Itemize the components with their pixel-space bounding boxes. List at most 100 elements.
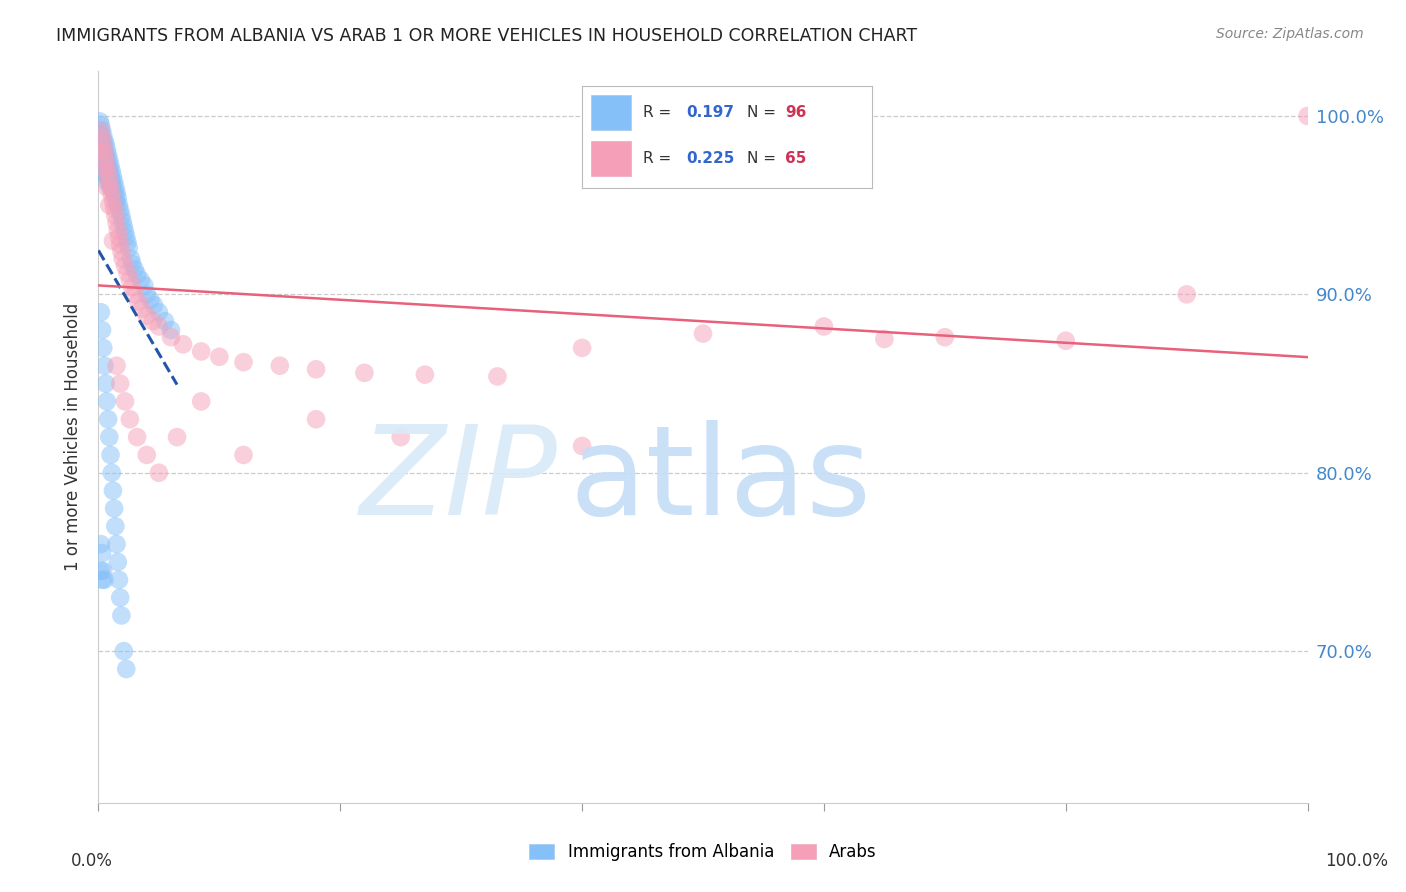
Point [93, 145, 115, 159]
Point [389, 430, 412, 444]
Point [96, 159, 118, 173]
Point [108, 230, 131, 244]
Point [90, 118, 112, 132]
Point [115, 230, 138, 244]
Point [96, 153, 118, 168]
Point [353, 366, 375, 380]
Text: 100.0%: 100.0% [1326, 852, 1388, 870]
Point [91, 130, 114, 145]
Point [94, 137, 117, 152]
Point [104, 180, 127, 194]
Point [104, 209, 127, 223]
Point [111, 252, 134, 266]
Point [100, 187, 122, 202]
Point [91, 564, 114, 578]
Point [117, 235, 139, 250]
Point [118, 241, 141, 255]
Legend: Immigrants from Albania, Arabs: Immigrants from Albania, Arabs [523, 837, 883, 868]
Point [91, 123, 114, 137]
Point [91, 155, 114, 169]
Point [103, 202, 125, 216]
Point [91, 145, 114, 159]
Point [114, 394, 136, 409]
Point [108, 237, 131, 252]
Point [98, 198, 121, 212]
Point [413, 368, 436, 382]
Point [96, 180, 118, 194]
Point [100, 448, 122, 462]
Point [90, 305, 112, 319]
Point [1175, 287, 1198, 301]
Point [107, 191, 129, 205]
Point [93, 573, 115, 587]
Point [110, 244, 132, 259]
Point [486, 369, 509, 384]
Text: atlas: atlas [569, 420, 872, 541]
Point [89, 114, 111, 128]
Point [135, 448, 157, 462]
Point [98, 430, 121, 444]
Point [160, 323, 183, 337]
Point [108, 376, 131, 391]
Point [127, 268, 149, 282]
Point [105, 196, 128, 211]
Point [91, 150, 114, 164]
Point [148, 319, 170, 334]
Point [91, 573, 114, 587]
Point [91, 145, 114, 159]
Point [143, 298, 166, 312]
Point [91, 128, 114, 143]
Point [101, 234, 124, 248]
Point [91, 323, 114, 337]
Point [108, 198, 131, 212]
Point [139, 293, 162, 307]
Point [97, 412, 120, 426]
Point [1296, 109, 1319, 123]
Point [96, 394, 118, 409]
Point [100, 180, 122, 194]
Point [129, 273, 152, 287]
Point [112, 219, 135, 234]
Point [104, 191, 127, 205]
Point [91, 161, 114, 175]
Point [90, 130, 112, 145]
Point [93, 359, 115, 373]
Point [93, 166, 115, 180]
Point [97, 169, 120, 184]
Point [305, 362, 328, 376]
Point [101, 194, 124, 209]
Point [108, 573, 131, 587]
Point [96, 164, 118, 178]
Point [120, 252, 142, 266]
Point [90, 564, 112, 578]
Point [1054, 334, 1077, 348]
Point [124, 287, 146, 301]
Point [91, 134, 114, 148]
Point [103, 186, 125, 200]
Point [94, 376, 117, 391]
Point [571, 341, 593, 355]
Point [305, 412, 328, 426]
Point [148, 305, 170, 319]
Point [813, 319, 835, 334]
Point [101, 169, 124, 184]
Point [103, 501, 125, 516]
Point [131, 301, 153, 316]
Point [104, 519, 127, 533]
Point [118, 412, 141, 426]
Point [91, 341, 114, 355]
Point [117, 266, 139, 280]
Point [89, 127, 111, 141]
Point [232, 355, 254, 369]
Point [90, 162, 112, 177]
Point [94, 148, 117, 162]
Point [93, 162, 115, 177]
Point [105, 359, 128, 373]
Point [107, 555, 129, 569]
Point [94, 152, 117, 166]
Point [100, 180, 122, 194]
Point [101, 483, 124, 498]
Point [100, 164, 122, 178]
Point [103, 175, 125, 189]
Point [91, 139, 114, 153]
